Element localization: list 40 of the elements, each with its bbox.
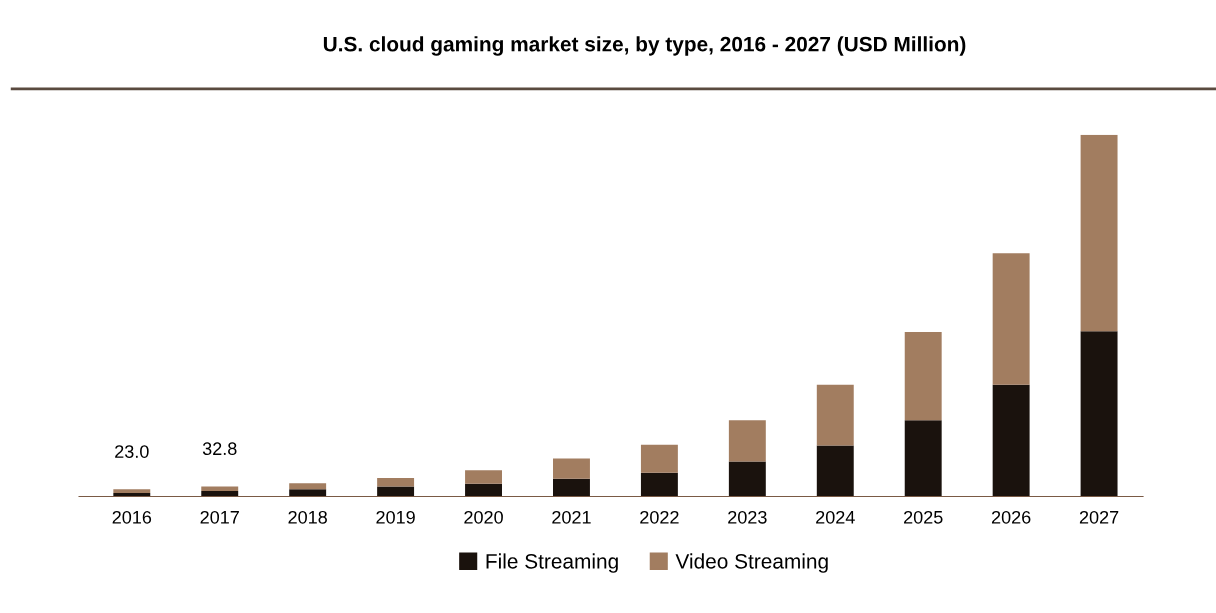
- bar: [816, 445, 854, 497]
- bar: [553, 458, 590, 479]
- x-tick-label: 2017: [200, 510, 239, 524]
- x-tick-label: 2026: [991, 510, 1031, 524]
- bar: [992, 384, 1030, 497]
- x-tick-label: 2024: [816, 510, 855, 524]
- annotation: 23.0: [115, 445, 149, 458]
- chart-title: U.S. cloud gaming market size, by type, 2016 - 2027 (USD Million): [323, 36, 966, 56]
- x-tick-label: 2025: [904, 510, 943, 524]
- bar: [465, 470, 502, 484]
- x-tick-label: 2021: [552, 510, 591, 524]
- bar: [992, 253, 1030, 385]
- bar: [1080, 331, 1118, 497]
- bar: [1080, 134, 1118, 332]
- bar: [904, 331, 942, 421]
- x-tick-label: 2027: [1079, 510, 1119, 524]
- bar: [553, 478, 590, 497]
- bar: [201, 491, 239, 497]
- bar: [728, 420, 766, 462]
- bar: [728, 461, 766, 497]
- x-tick-label: 2023: [728, 510, 767, 524]
- legend-label: Video Streaming: [675, 553, 828, 573]
- bar: [640, 472, 678, 497]
- bar: [377, 478, 415, 487]
- bar: [465, 483, 502, 497]
- bar: [289, 483, 327, 490]
- bar: [904, 420, 942, 497]
- x-tick-label: 2018: [288, 510, 327, 524]
- annotation: 32.8: [202, 442, 237, 456]
- bar: [201, 486, 239, 492]
- bar: [113, 489, 151, 493]
- bar: [377, 486, 415, 497]
- x-tick-label: 2020: [464, 510, 503, 524]
- bar: [289, 489, 327, 497]
- x-tick-label: 2019: [376, 510, 415, 524]
- x-tick-label: 2016: [112, 510, 152, 524]
- bar: [640, 444, 678, 473]
- legend-label: File Streaming: [486, 553, 618, 573]
- bar: [816, 384, 854, 446]
- x-tick-label: 2022: [640, 510, 679, 524]
